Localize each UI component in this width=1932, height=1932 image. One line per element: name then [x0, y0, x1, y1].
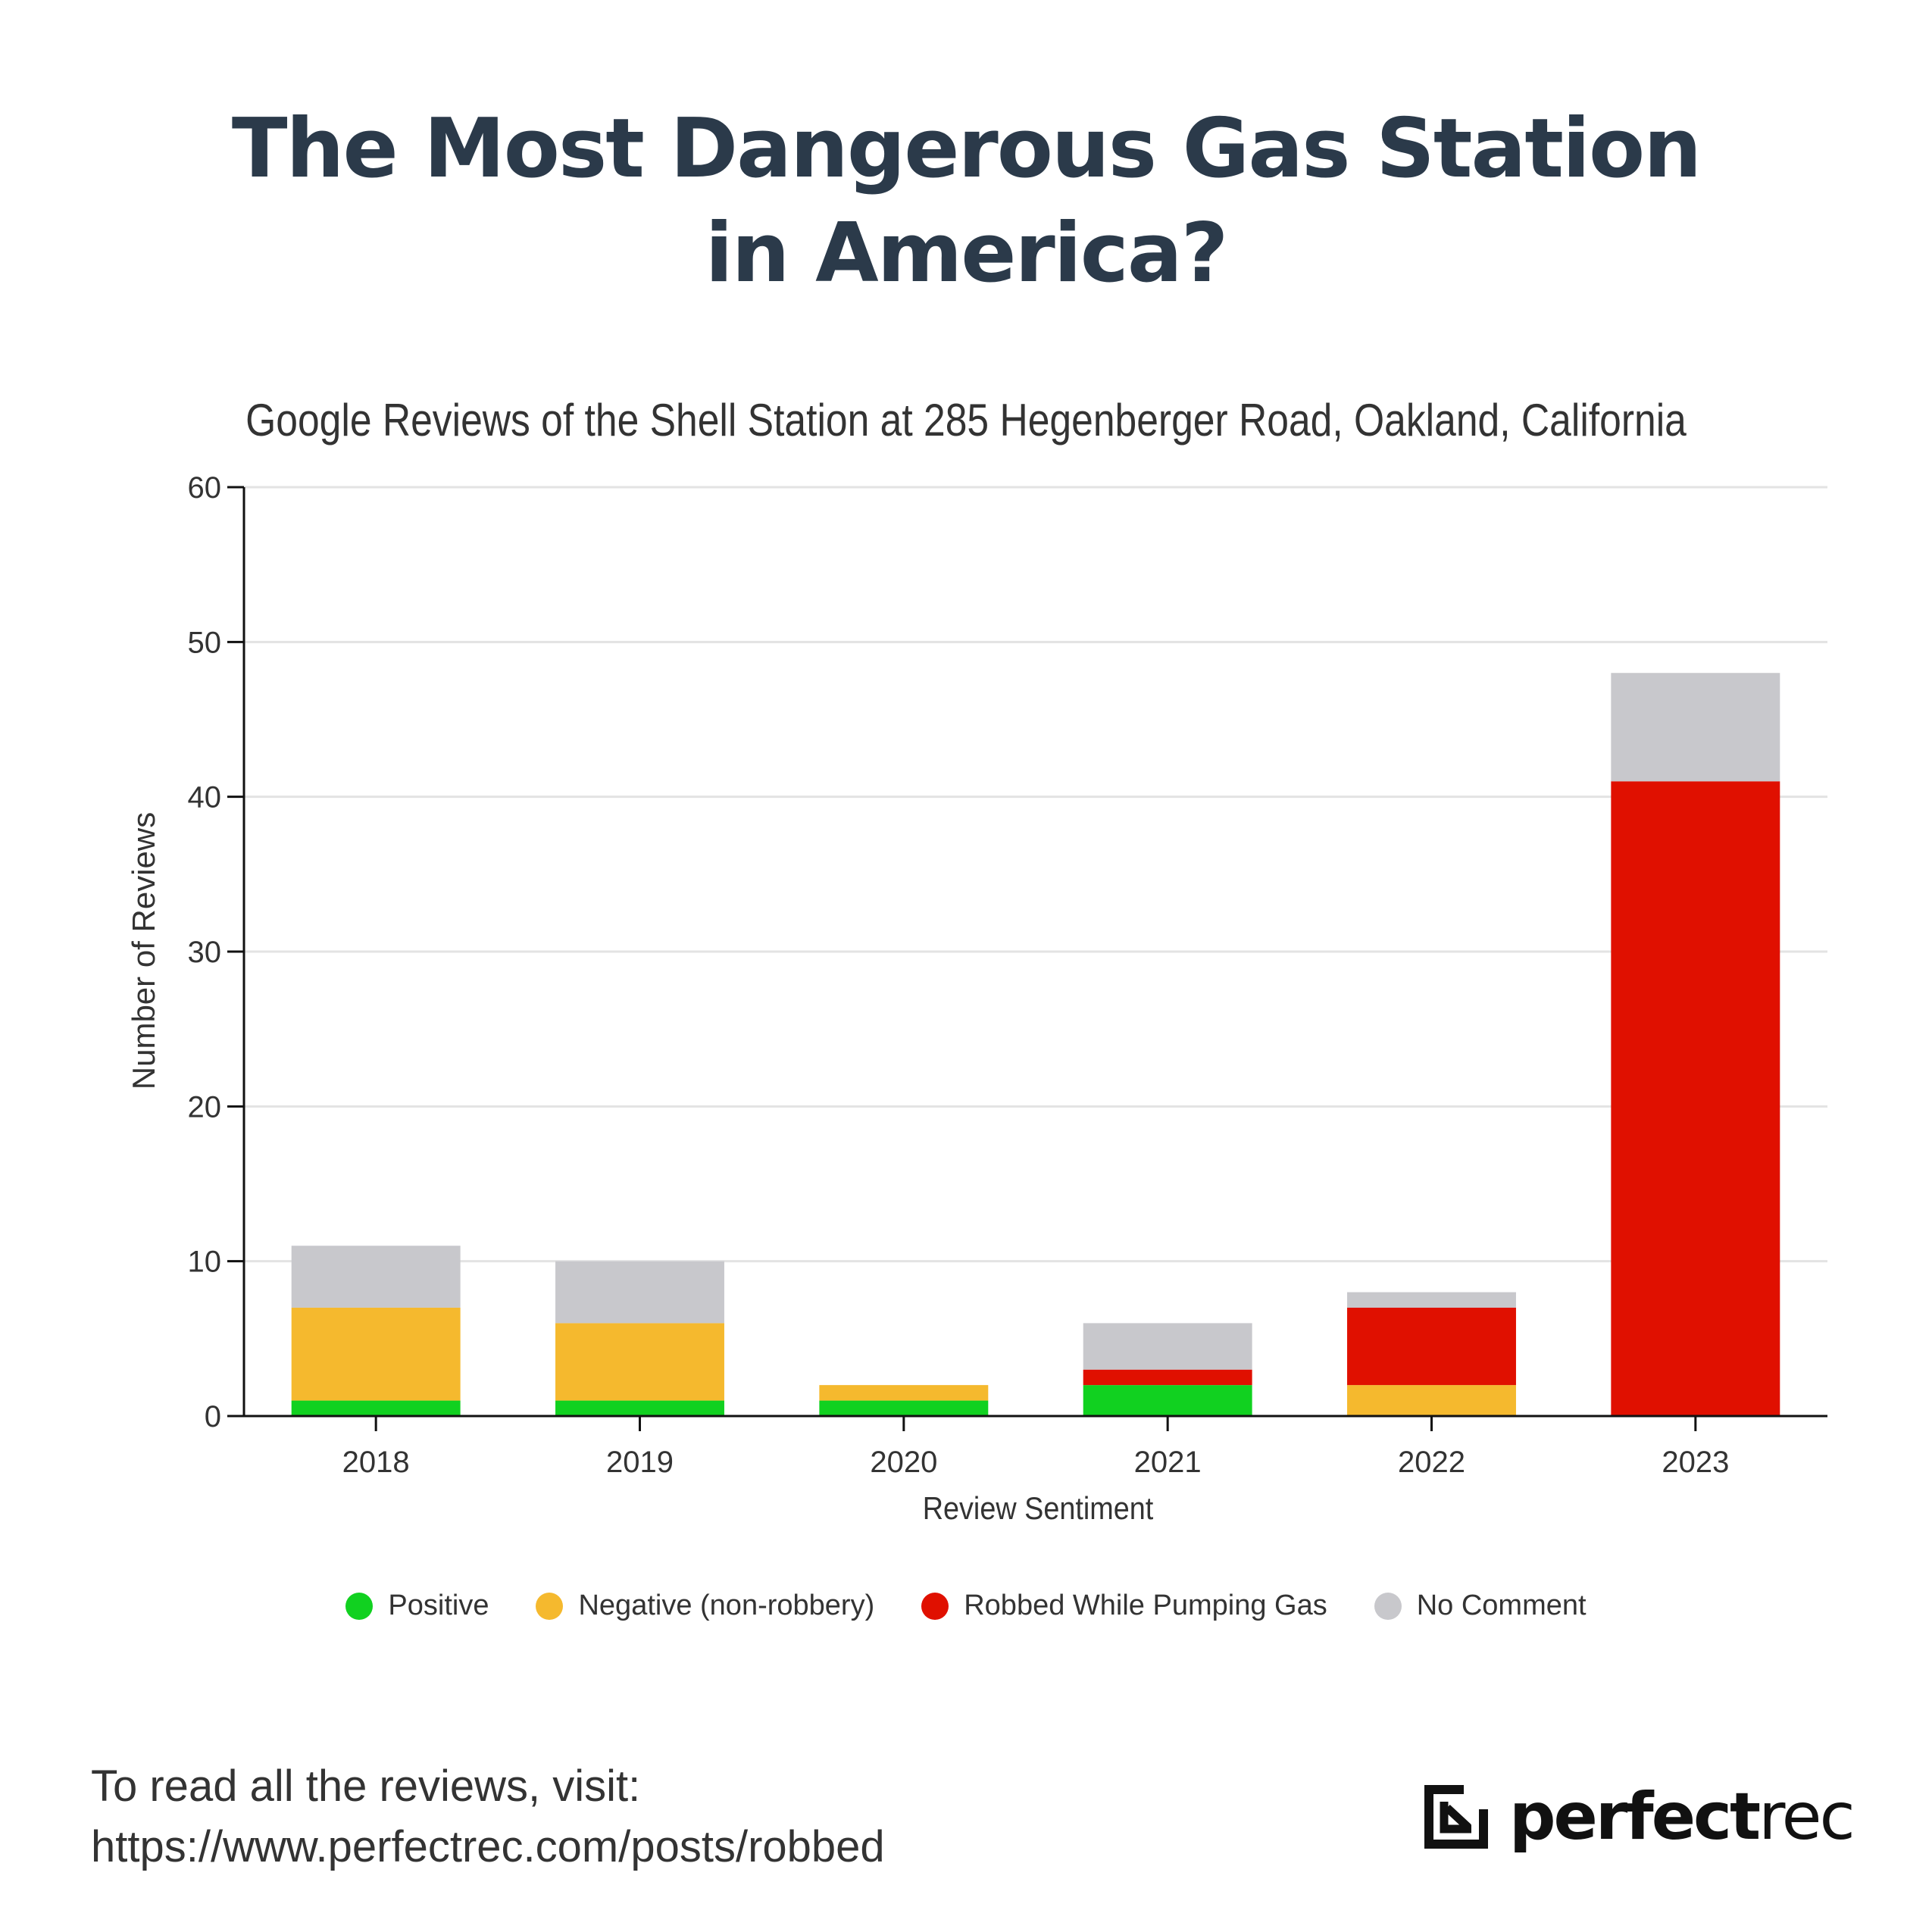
- legend-label: No Comment: [1416, 1590, 1587, 1621]
- perfectrec-logo: perfectrec: [1424, 1779, 1855, 1855]
- footer-note: To read all the reviews, visit: https://…: [91, 1756, 885, 1877]
- x-tick-label: 2022: [1398, 1446, 1465, 1479]
- bar-segment: [555, 1323, 724, 1401]
- footer-line-1: To read all the reviews, visit:: [91, 1762, 641, 1811]
- bar-segment: [1347, 1307, 1516, 1386]
- axes: [227, 486, 1827, 1431]
- y-tick-label: 50: [188, 626, 222, 659]
- bar-segment: [1611, 781, 1780, 1416]
- x-tick-label: 2018: [342, 1446, 410, 1479]
- y-tick-label: 30: [188, 936, 222, 969]
- bars: [291, 673, 1780, 1416]
- legend-swatch: [345, 1592, 374, 1620]
- footer-url: https://www.perfectrec.com/posts/robbed: [91, 1822, 885, 1871]
- y-tick-label: 60: [188, 471, 222, 505]
- legend-label: Negative (non-robbery): [578, 1590, 875, 1621]
- bar-segment: [1347, 1292, 1516, 1308]
- chart-subtitle: Google Reviews of the Shell Station at 2…: [245, 395, 1687, 445]
- bar-segment: [555, 1400, 724, 1416]
- y-axis-label: Number of Reviews: [126, 812, 161, 1089]
- gridlines: [244, 486, 1827, 1263]
- bar-segment: [1083, 1369, 1252, 1386]
- y-tick-label: 10: [188, 1246, 222, 1279]
- bar-segment: [1083, 1323, 1252, 1370]
- legend-swatch: [1374, 1592, 1402, 1620]
- bar-segment: [1347, 1385, 1516, 1416]
- x-tick-label: 2023: [1662, 1446, 1729, 1479]
- x-axis-label: Review Sentiment: [923, 1491, 1154, 1526]
- bar-segment: [819, 1385, 989, 1401]
- bar-segment: [1611, 673, 1780, 782]
- stacked-bar-chart: 0 10 20 30 40 50 60 2018 2019 2020 2021 2022 2023 R…: [126, 471, 1827, 1526]
- bar-segment: [555, 1261, 724, 1324]
- y-tick-labels: 0 10 20 30 40 50 60: [188, 471, 222, 1433]
- y-tick-label: 20: [188, 1090, 222, 1124]
- bar-segment: [819, 1400, 989, 1416]
- x-tick-label: 2020: [870, 1446, 937, 1479]
- legend-label: Robbed While Pumping Gas: [964, 1590, 1327, 1621]
- bar-segment: [291, 1307, 461, 1401]
- title-line-2: in America?: [705, 206, 1229, 301]
- logo-text-light: rec: [1758, 1779, 1855, 1855]
- bar-segment: [1083, 1385, 1252, 1416]
- bar-segment: [291, 1400, 461, 1416]
- x-tick-label: 2019: [606, 1446, 674, 1479]
- legend-label: Positive: [388, 1590, 489, 1621]
- title-line-1: The Most Dangerous Gas Station: [231, 102, 1702, 196]
- y-tick-label: 40: [188, 781, 222, 814]
- y-tick-label: 0: [205, 1400, 221, 1433]
- logo-text-bold: perfect: [1509, 1779, 1761, 1855]
- x-tick-label: 2021: [1134, 1446, 1202, 1479]
- legend-item: No Comment: [1374, 1590, 1587, 1622]
- legend-item: Robbed While Pumping Gas: [921, 1590, 1327, 1622]
- bar-segment: [291, 1246, 461, 1308]
- arrow-down-right-icon: [1424, 1785, 1488, 1849]
- page-title: The Most Dangerous Gas Station in Americ…: [0, 97, 1932, 306]
- legend-item: Positive: [345, 1590, 489, 1622]
- legend-swatch: [536, 1592, 564, 1620]
- legend-swatch: [921, 1592, 949, 1620]
- x-tick-labels: 2018 2019 2020 2021 2022 2023: [342, 1446, 1730, 1479]
- chart-legend: Positive Negative (non-robbery) Robbed Whi…: [0, 1590, 1932, 1622]
- legend-item: Negative (non-robbery): [536, 1590, 874, 1622]
